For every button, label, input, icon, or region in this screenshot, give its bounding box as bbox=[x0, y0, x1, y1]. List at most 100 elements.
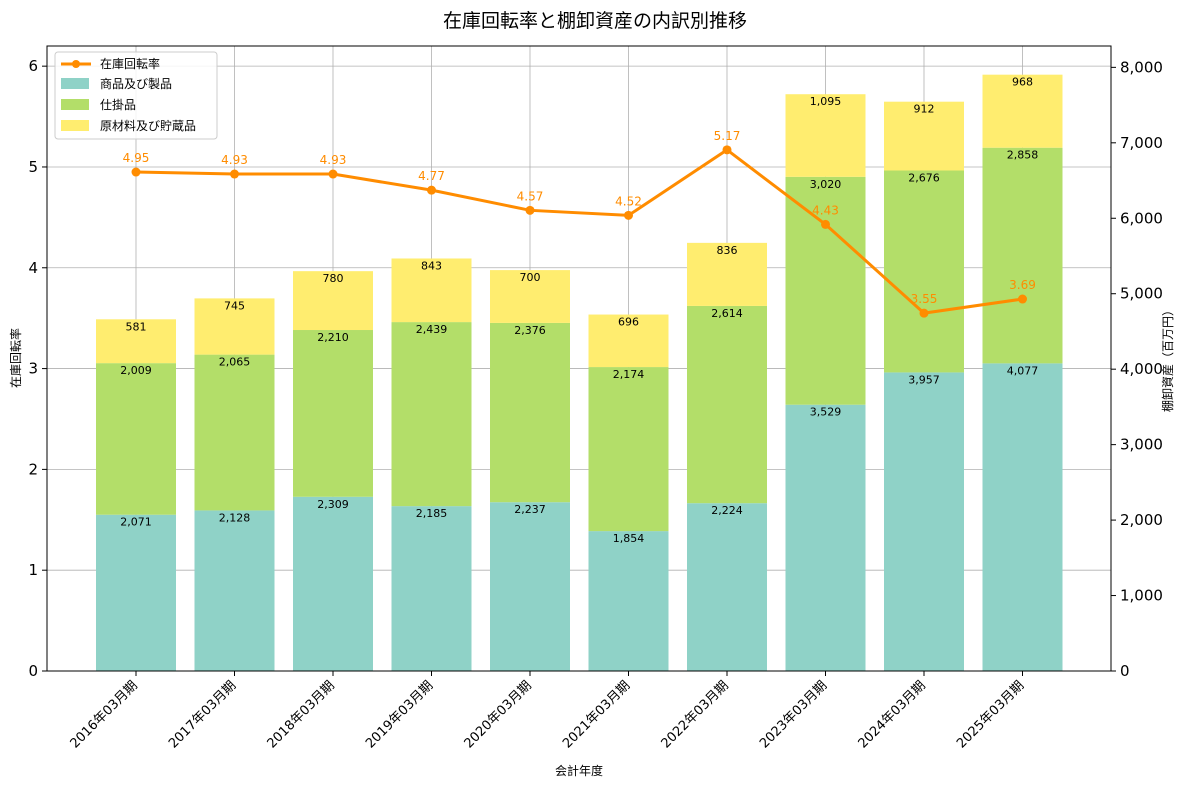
bar-segment bbox=[687, 305, 767, 504]
bar-segment bbox=[194, 354, 275, 511]
turnover-point bbox=[131, 167, 141, 177]
bar-segment bbox=[884, 170, 964, 373]
bar-segment bbox=[293, 330, 373, 497]
turnover-point bbox=[919, 308, 929, 318]
bar-segment bbox=[194, 510, 275, 671]
bar-segment bbox=[391, 506, 472, 671]
left-y-axis-title: 在庫回転率 bbox=[8, 328, 23, 388]
x-tick-label: 2016年03月期 bbox=[68, 678, 141, 751]
x-tick-label: 2024年03月期 bbox=[856, 678, 929, 751]
right-tick-label: 5,000 bbox=[1120, 285, 1163, 303]
bar-segment bbox=[490, 270, 570, 323]
legend-entry-turnover: 在庫回転率 bbox=[100, 56, 160, 71]
bar-value-label: 2,128 bbox=[219, 511, 251, 524]
bar-segment bbox=[293, 271, 373, 331]
x-tick-label: 2023年03月期 bbox=[757, 678, 830, 751]
turnover-point bbox=[1018, 294, 1027, 304]
bar-value-label: 2,174 bbox=[613, 368, 645, 381]
bar-value-label: 700 bbox=[520, 271, 541, 284]
bar-segment bbox=[490, 502, 570, 671]
bar-segment bbox=[687, 503, 767, 671]
left-tick-label: 6 bbox=[28, 57, 38, 75]
bar-value-label: 2,676 bbox=[908, 172, 940, 185]
right-tick-label: 3,000 bbox=[1120, 436, 1163, 454]
bar-value-label: 2,210 bbox=[317, 331, 349, 344]
bar-segment bbox=[884, 372, 964, 671]
bar-value-label: 843 bbox=[421, 259, 442, 272]
bar-value-label: 581 bbox=[126, 320, 147, 333]
legend-swatch bbox=[61, 120, 89, 131]
bar-value-label: 2,376 bbox=[514, 324, 546, 337]
turnover-point bbox=[427, 185, 436, 195]
bar-segment bbox=[588, 531, 669, 671]
bar-segment bbox=[96, 363, 176, 515]
x-tick-label: 2021年03月期 bbox=[560, 678, 633, 751]
bar-labels: 2,071 2,128 2,309 2,185 2,237 1,854 2,224 3,529… bbox=[120, 76, 1038, 545]
bar-value-label: 2,439 bbox=[416, 323, 448, 336]
bar-segment bbox=[884, 101, 964, 171]
legend-entry: 仕掛品 bbox=[100, 97, 136, 112]
turnover-value-label: 4.57 bbox=[517, 189, 544, 203]
left-tick-label: 0 bbox=[28, 662, 38, 680]
turnover-line-path bbox=[135, 147, 1023, 315]
turnover-value-label: 4.43 bbox=[812, 203, 839, 217]
x-tick-label: 2017年03月期 bbox=[166, 678, 239, 751]
turnover-value-label: 4.93 bbox=[221, 153, 248, 167]
chart-title: 在庫回転率と棚卸資産の内訳別推移 bbox=[443, 10, 747, 32]
bar-value-label: 3,529 bbox=[810, 406, 842, 419]
left-tick-label: 4 bbox=[28, 259, 38, 277]
x-tick-label: 2020年03月期 bbox=[462, 678, 535, 751]
x-tick-label: 2019年03月期 bbox=[363, 678, 436, 751]
x-tick-label: 2025年03月期 bbox=[954, 678, 1027, 751]
x-axis-title: 会計年度 bbox=[555, 763, 603, 778]
bar-segment bbox=[293, 496, 373, 671]
bar-value-label: 2,071 bbox=[120, 516, 152, 529]
legend-box bbox=[54, 51, 218, 140]
bar-value-label: 2,309 bbox=[317, 498, 349, 511]
legend-entry: 原材料及び貯蔵品 bbox=[100, 119, 196, 133]
turnover-value-label: 5.17 bbox=[714, 129, 741, 143]
bar-value-label: 696 bbox=[618, 316, 639, 329]
bar-value-label: 2,009 bbox=[120, 364, 152, 377]
bar-segment bbox=[588, 314, 669, 368]
right-y-axis: 0 1,000 2,000 3,000 4,000 5,000 6,000 7,000 8,00… bbox=[1111, 58, 1163, 680]
bar-segment bbox=[96, 514, 176, 671]
bar-value-label: 912 bbox=[914, 103, 935, 116]
bar-segment bbox=[588, 367, 669, 532]
left-tick-label: 1 bbox=[28, 561, 38, 579]
bar-value-label: 2,237 bbox=[514, 503, 546, 516]
right-tick-label: 1,000 bbox=[1120, 587, 1163, 605]
bar-segment bbox=[982, 363, 1063, 671]
bar-segment bbox=[687, 242, 767, 306]
left-tick-label: 2 bbox=[28, 460, 38, 478]
legend-entry: 商品及び製品 bbox=[100, 76, 172, 91]
turnover-point bbox=[525, 205, 535, 215]
turnover-value-label: 4.77 bbox=[418, 169, 445, 183]
x-tick-label: 2018年03月期 bbox=[265, 678, 338, 751]
bar-value-label: 3,020 bbox=[810, 178, 842, 191]
bar-segment bbox=[785, 94, 866, 177]
left-tick-label: 3 bbox=[28, 360, 38, 378]
bar-value-label: 2,224 bbox=[711, 504, 743, 517]
bar-value-label: 1,095 bbox=[810, 95, 842, 108]
right-tick-label: 8,000 bbox=[1120, 58, 1163, 76]
bar-value-label: 2,614 bbox=[711, 307, 743, 320]
bars bbox=[96, 74, 1063, 671]
bar-value-label: 745 bbox=[224, 299, 245, 312]
turnover-value-label: 3.69 bbox=[1009, 278, 1036, 292]
bar-segment bbox=[391, 258, 472, 323]
bar-segment bbox=[982, 147, 1063, 364]
turnover-point bbox=[722, 145, 732, 155]
turnover-value-label: 4.52 bbox=[615, 194, 642, 208]
bar-value-label: 2,065 bbox=[219, 356, 251, 369]
plot-frame bbox=[46, 45, 1112, 672]
x-axis: 2016年03月期 2017年03月期 2018年03月期 2019年03月期 2020… bbox=[68, 671, 1027, 752]
right-y-axis-title: 棚卸資産（百万円） bbox=[1160, 304, 1175, 412]
bar-value-label: 3,957 bbox=[908, 373, 940, 386]
bar-value-label: 836 bbox=[717, 244, 738, 257]
legend-line-marker bbox=[72, 60, 80, 68]
bar-value-label: 968 bbox=[1012, 76, 1033, 89]
right-tick-label: 6,000 bbox=[1120, 209, 1163, 227]
